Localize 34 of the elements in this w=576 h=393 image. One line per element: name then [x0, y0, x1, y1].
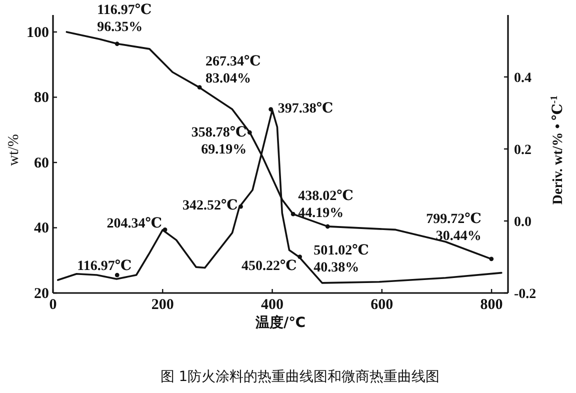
y2-tick-label: -0.2 [514, 287, 536, 302]
point [114, 42, 120, 46]
annotation: 450.22℃ [242, 258, 298, 274]
annotation: 204.34℃ [106, 216, 162, 232]
annotation: 397.38℃ [278, 101, 334, 116]
annotation: 116.97℃ [77, 259, 132, 274]
annotation: 438.02℃ 44.19% [298, 189, 354, 222]
x-axis-title: 温度/℃ [254, 314, 306, 331]
y-tick-label: 40 [34, 220, 49, 237]
annotation: 342.52℃ [182, 198, 238, 214]
y-tick-label: 100 [26, 24, 49, 41]
caption: 图 1防火涂料的热重曲线图和微商热重曲线图 [160, 369, 440, 385]
x-tick-label: 200 [151, 297, 174, 313]
y-tick-label: 80 [34, 90, 49, 106]
point [489, 256, 494, 262]
y-tick-label: 20 [34, 286, 49, 302]
point [197, 85, 202, 90]
annotation: 501.02℃ 40.38% [314, 244, 370, 276]
annotation: 267.34℃ 83.04% [206, 54, 262, 86]
point [325, 224, 330, 229]
y2-tick-label: 0.4 [514, 70, 532, 86]
annotation: 116.97℃ 96.35% [97, 2, 152, 35]
annotation: 358.78℃ 69.19% [191, 125, 247, 158]
y-axis-title: wt/% [6, 134, 22, 166]
point [247, 130, 252, 135]
x-tick-label: 600 [370, 297, 394, 313]
x-tick-label: 800 [480, 297, 503, 313]
y2-tick-label: 0.2 [514, 142, 532, 158]
y-tick-label: 60 [34, 155, 49, 172]
point [290, 212, 296, 216]
y2-tick-label: 0.0 [514, 214, 532, 230]
x-tick-label: 0 [49, 297, 57, 313]
annotation: 799.72℃ 30.44% [426, 212, 482, 244]
x-tick-label: 400 [261, 297, 284, 313]
